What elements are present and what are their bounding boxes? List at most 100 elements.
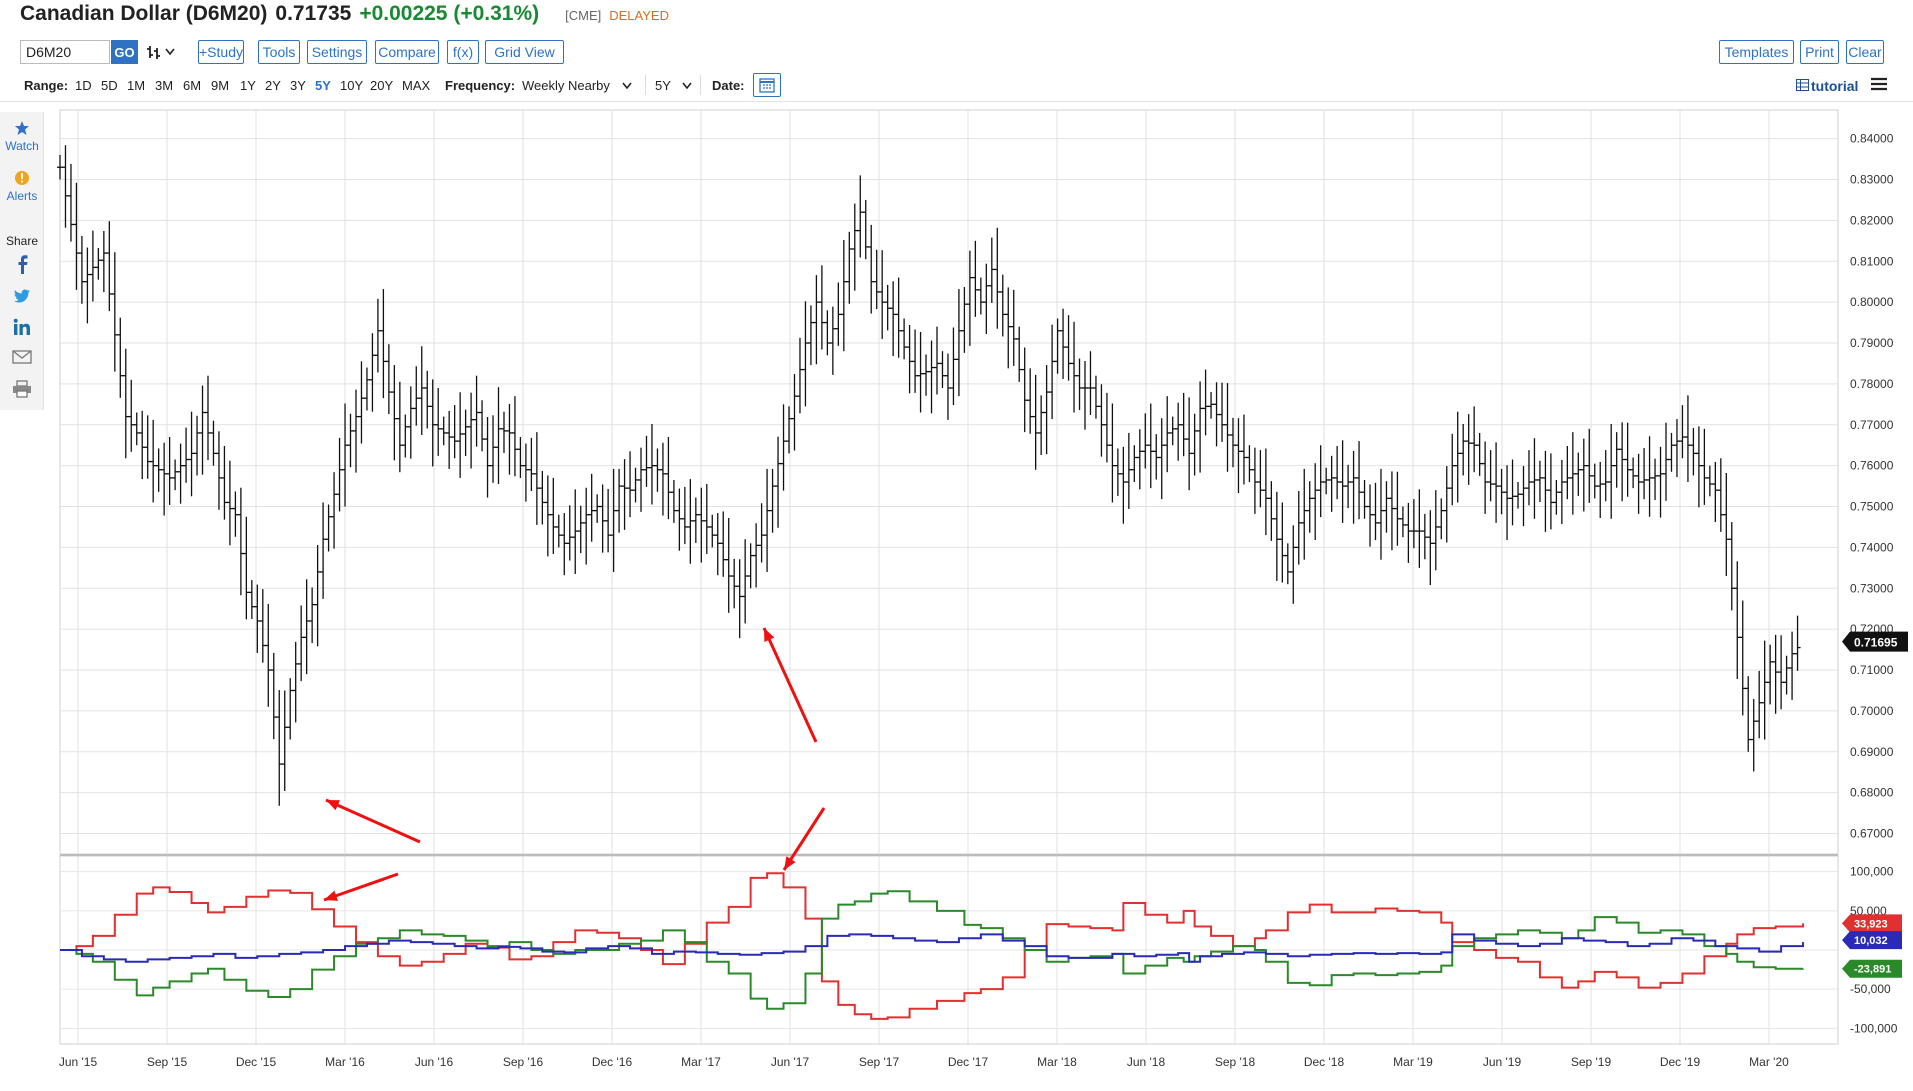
ohlc-bar — [1690, 428, 1697, 476]
twitter-button[interactable] — [0, 288, 44, 307]
x-tick-label: Sep '19 — [1571, 1055, 1612, 1069]
ohlc-bar — [1016, 326, 1023, 382]
print-share-button[interactable] — [0, 380, 44, 401]
ohlc-bar — [714, 513, 721, 576]
go-button[interactable]: GO — [111, 40, 138, 64]
x-axis: Jun '15 Sep '15 Dec '15 Mar '16 Jun '16 Sep '… — [59, 1055, 1789, 1069]
ohlc-bar — [1120, 446, 1127, 524]
cot-series-line — [60, 933, 1805, 963]
menu-icon[interactable] — [1871, 77, 1887, 91]
ohlc-bar — [237, 487, 244, 596]
range-6m[interactable]: 6M — [183, 78, 202, 93]
compare-button[interactable]: Compare — [375, 40, 439, 64]
price-chart[interactable]: 0.84000 0.83000 0.82000 0.81000 0.80000 0.790… — [0, 104, 1913, 1091]
range-1d[interactable]: 1D — [75, 78, 92, 93]
ohlc-bar — [1525, 450, 1532, 506]
range-5d[interactable]: 5D — [101, 78, 118, 93]
ohlc-bar — [221, 446, 228, 520]
ohlc-bar — [1268, 481, 1275, 541]
range-1m[interactable]: 1M — [127, 78, 146, 93]
settings-button[interactable]: Settings — [307, 40, 367, 64]
ohlc-bar — [753, 523, 760, 588]
ohlc-bar — [1377, 468, 1384, 560]
ohlc-bar — [1520, 466, 1527, 527]
ohlc-bar — [840, 239, 847, 352]
frequency-value: Weekly Nearby — [522, 78, 610, 93]
range-label: Range: — [24, 78, 69, 93]
price-tick-label: 0.76000 — [1850, 459, 1894, 473]
ohlc-bar — [1350, 450, 1357, 524]
ohlc-bar — [796, 337, 803, 414]
ohlc-bar — [363, 367, 370, 411]
ohlc-bar — [292, 641, 299, 723]
period-dropdown[interactable]: 5Y — [655, 78, 692, 93]
tutorial-link[interactable]: tutorial — [1796, 78, 1858, 94]
ohlc-bar — [692, 497, 699, 543]
date-picker-button[interactable] — [753, 73, 781, 97]
ohlc-bar — [1569, 432, 1576, 515]
grid-view-button[interactable]: Grid View — [485, 40, 564, 64]
ohlc-bar — [764, 468, 771, 572]
ohlc-bar — [210, 420, 217, 466]
ohlc-bar — [1142, 413, 1149, 469]
frequency-label: Frequency: — [445, 78, 516, 93]
range-1y[interactable]: 1Y — [240, 78, 256, 93]
price-tick-label: 0.75000 — [1850, 500, 1894, 514]
price-tick-label: 0.67000 — [1850, 827, 1894, 841]
ohlc-bar — [1449, 433, 1456, 506]
ohlc-bar — [1251, 447, 1258, 514]
range-2y[interactable]: 2Y — [265, 78, 281, 93]
ohlc-bar — [1087, 351, 1094, 415]
cot-tick-label: 50,000 — [1850, 904, 1887, 918]
ohlc-bar — [352, 389, 359, 473]
price-tick-label: 0.74000 — [1850, 540, 1894, 554]
ohlc-bar — [791, 374, 798, 451]
ohlc-bar — [1043, 365, 1050, 455]
function-button[interactable]: f(x) — [447, 40, 479, 64]
ohlc-bar — [166, 437, 173, 505]
print-button[interactable]: Print — [1800, 40, 1839, 64]
alerts-button[interactable]: Alerts — [0, 170, 44, 203]
range-3m[interactable]: 3M — [155, 78, 174, 93]
ohlc-bar — [813, 275, 820, 365]
ohlc-bar — [972, 240, 979, 317]
ohlc-bar — [632, 467, 639, 503]
facebook-button[interactable] — [0, 254, 44, 277]
ohlc-bar — [1619, 422, 1626, 502]
frequency-dropdown[interactable]: Weekly Nearby — [522, 78, 632, 93]
ohlc-bar — [1635, 453, 1642, 514]
ohlc-bar — [369, 333, 376, 412]
add-study-button[interactable]: +Study — [198, 40, 244, 64]
clear-button[interactable]: Clear — [1846, 40, 1884, 64]
ohlc-bar — [1081, 360, 1088, 430]
range-3y[interactable]: 3Y — [290, 78, 306, 93]
ohlc-bar — [358, 361, 365, 444]
range-5y[interactable]: 5Y — [315, 78, 331, 93]
linkedin-button[interactable] — [0, 318, 44, 339]
bar-type-dropdown[interactable] — [146, 41, 180, 63]
range-10y[interactable]: 10Y — [340, 78, 364, 93]
ohlc-bar — [1756, 670, 1763, 739]
period-value: 5Y — [655, 78, 671, 93]
ohlc-bar — [172, 459, 179, 491]
ohlc-bar — [1706, 465, 1713, 497]
range-max[interactable]: MAX — [402, 78, 431, 93]
ohlc-bar — [1783, 655, 1790, 695]
ohlc-bar — [1284, 543, 1291, 585]
ohlc-bar — [468, 392, 475, 469]
ohlc-bar — [1098, 384, 1105, 457]
x-tick-label: Sep '18 — [1215, 1055, 1256, 1069]
x-tick-label: Jun '16 — [415, 1055, 454, 1069]
tools-button[interactable]: Tools — [258, 40, 300, 64]
delayed-status: DELAYED — [609, 8, 669, 23]
ohlc-bar — [139, 410, 146, 480]
ohlc-bar — [347, 413, 354, 468]
watch-button[interactable]: Watch — [0, 120, 44, 153]
email-button[interactable] — [0, 350, 44, 367]
ohlc-bar — [314, 544, 321, 647]
range-9m[interactable]: 9M — [211, 78, 230, 93]
ohlc-bar — [1498, 468, 1505, 515]
symbol-input[interactable] — [20, 40, 110, 64]
range-20y[interactable]: 20Y — [370, 78, 394, 93]
templates-button[interactable]: Templates — [1719, 40, 1794, 64]
